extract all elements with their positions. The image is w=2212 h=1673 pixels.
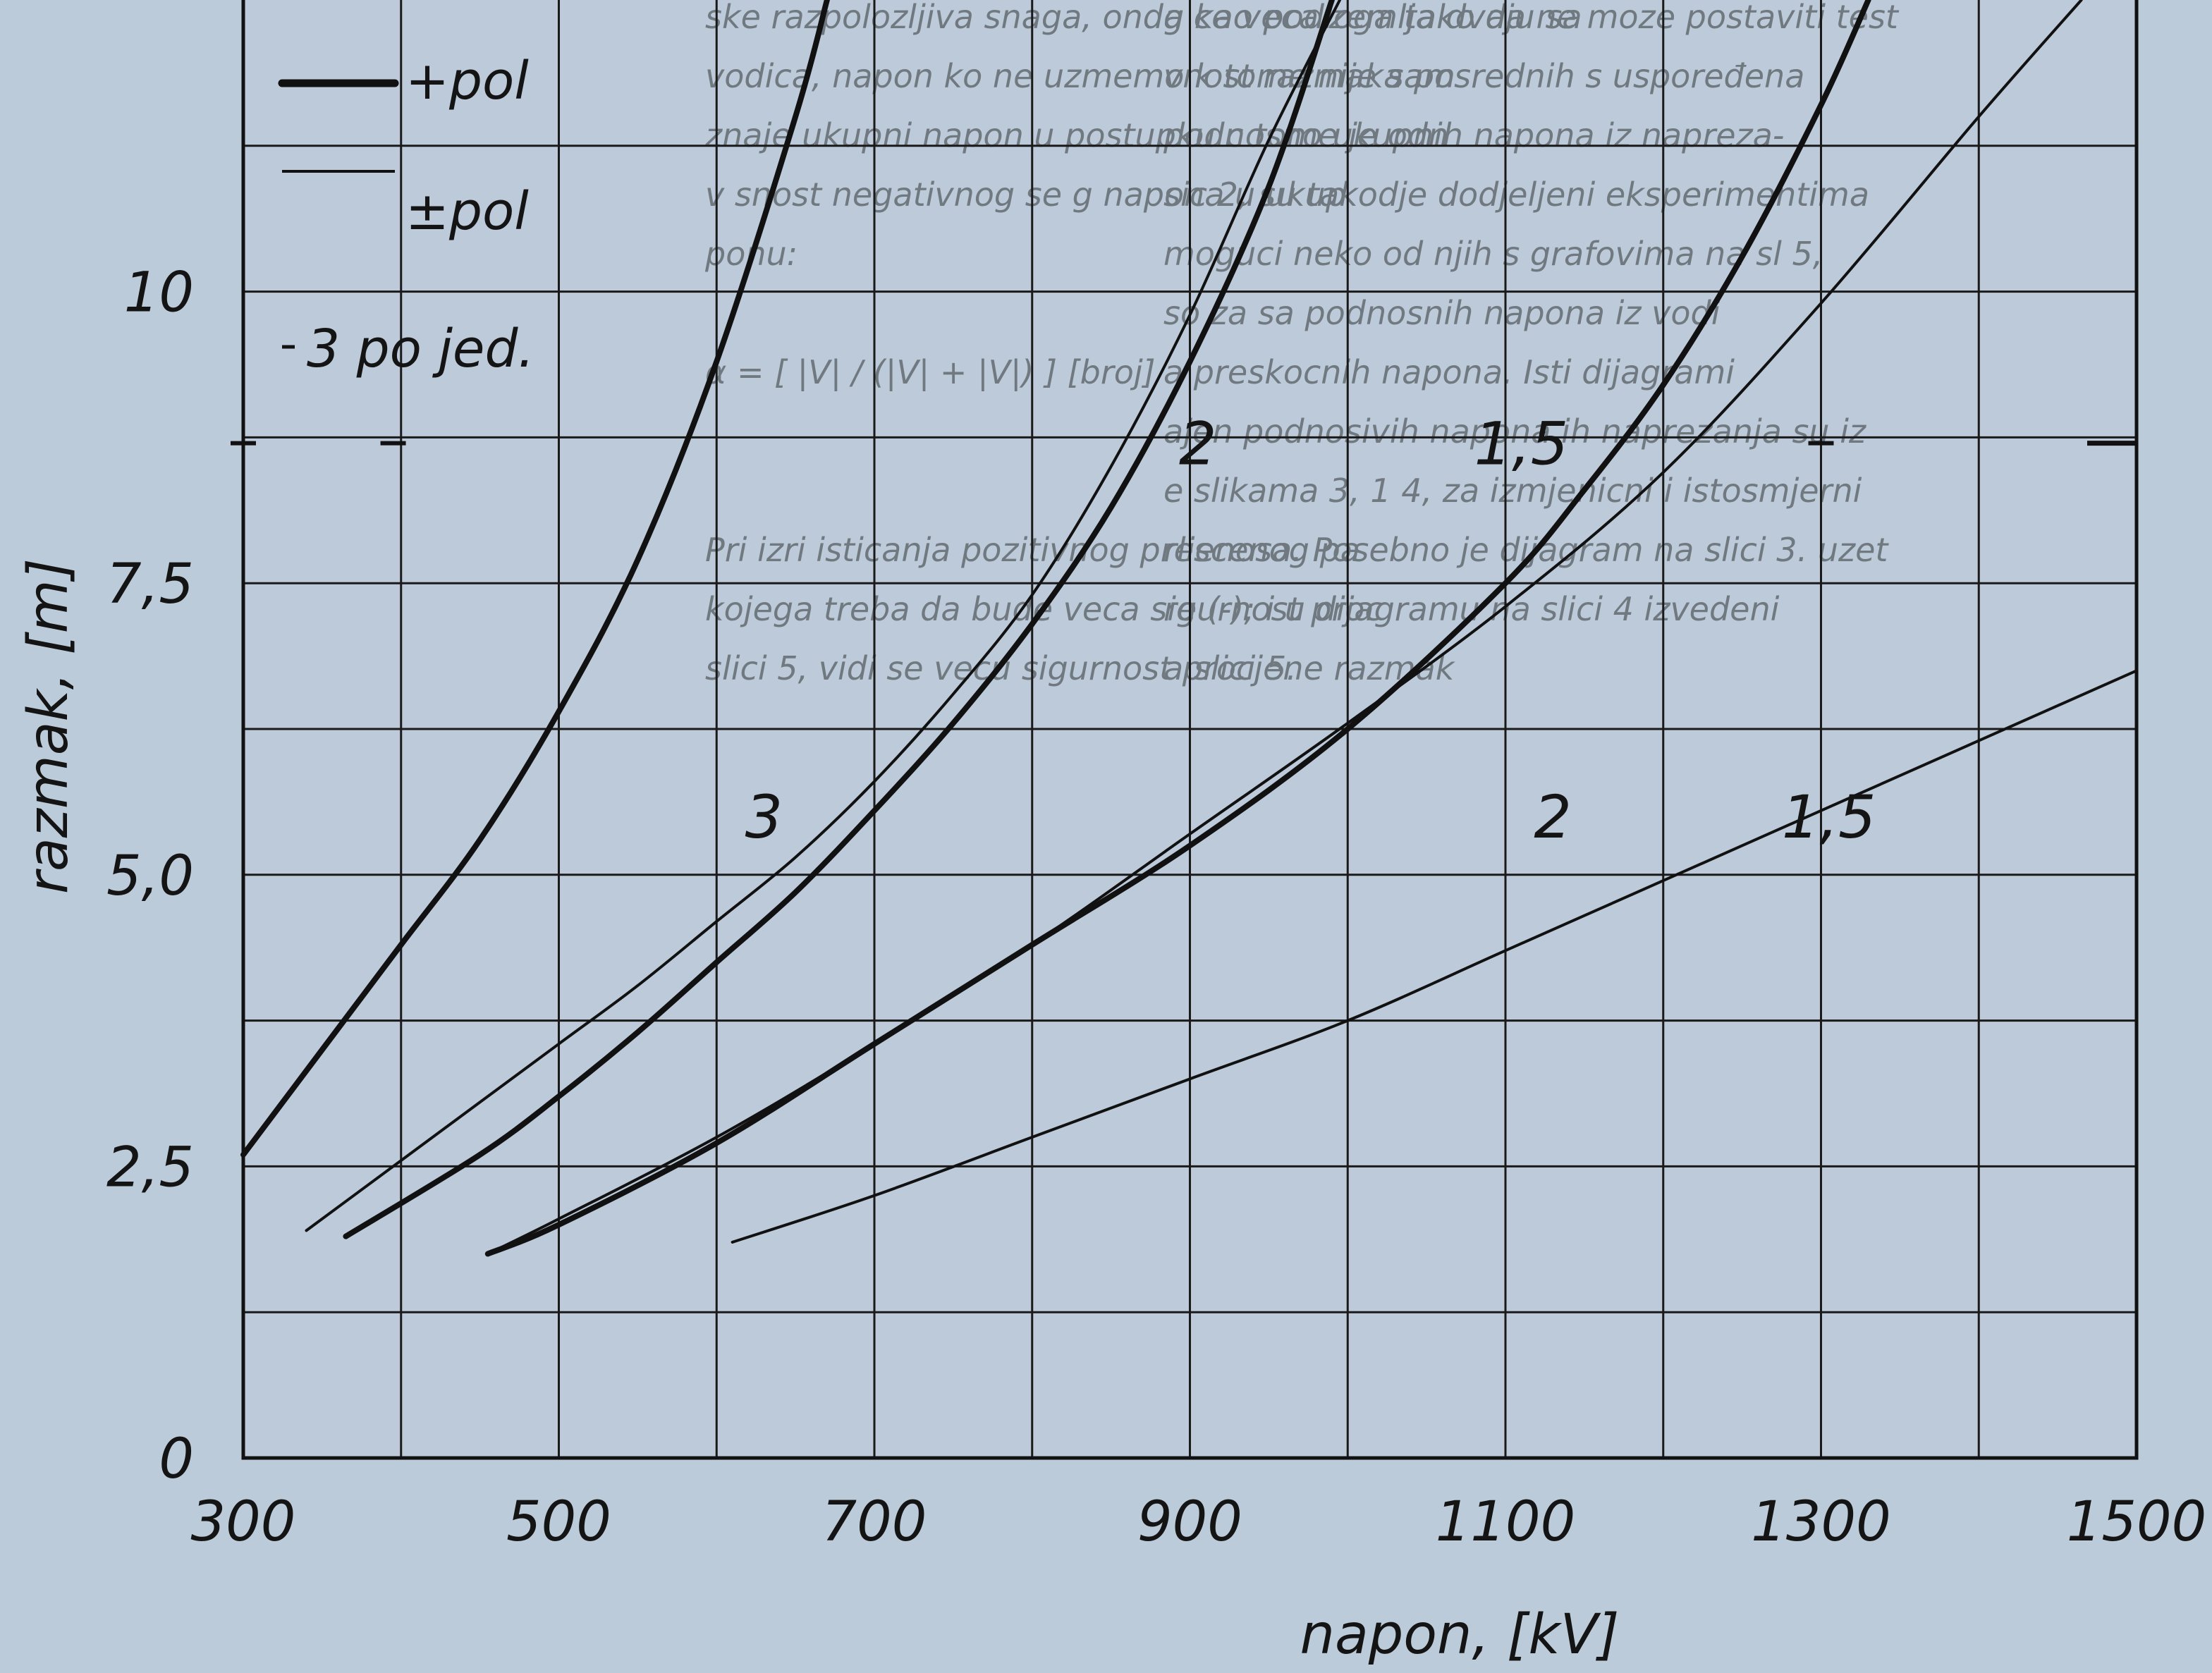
x-tick-label: 300 <box>191 1490 296 1554</box>
series-line-plus-4 <box>484 0 1871 1257</box>
legend-label-pm-pol: ±pol <box>405 181 529 242</box>
y-axis-label: razmak, [m] <box>17 558 80 894</box>
curve-label: 3 <box>745 783 783 852</box>
x-tick-label: 700 <box>822 1490 927 1554</box>
y-tick-labels: 0 2,5 5,0 7,5 10 <box>106 262 194 1491</box>
x-tick-label: 1500 <box>2067 1490 2207 1554</box>
curve-label: 2 <box>1179 410 1216 479</box>
x-tick-label: 1300 <box>1751 1490 1891 1554</box>
curve-label: 2 <box>1534 783 1571 852</box>
x-tick-label: 1100 <box>1436 1490 1576 1554</box>
y-tick-label: 7,5 <box>106 553 194 616</box>
legend: +pol ±pol 3 po jed. <box>278 51 534 379</box>
x-tick-labels: 300 500 700 900 1100 1300 1500 <box>191 1490 2207 1554</box>
x-axis-label: napon, [kV] <box>1300 1603 1620 1667</box>
series-line-pm-5 <box>731 669 2138 1244</box>
series-line-pm-1 <box>305 0 1342 1232</box>
series-line-pm-3 <box>486 0 2083 1256</box>
series-group <box>240 0 2138 1257</box>
y-tick-label: 10 <box>124 262 194 325</box>
y-tick-label: 5,0 <box>106 845 194 908</box>
series-line-plus-0 <box>240 0 830 1158</box>
series-line-plus-2 <box>343 0 1335 1239</box>
y-tick-label: 2,5 <box>106 1136 194 1199</box>
curve-labels: 3 2 1,5 2 1,5 <box>745 410 1876 852</box>
y-tick-label: 0 <box>159 1428 194 1491</box>
curve-label: 1,5 <box>1474 410 1569 479</box>
plot-frame <box>241 0 2139 1460</box>
x-tick-label: 500 <box>506 1490 611 1554</box>
x-tick-label: 900 <box>1137 1490 1242 1554</box>
legend-label-plus-pol: +pol <box>405 51 529 111</box>
legend-label-3-po-jed: 3 po jed. <box>307 319 534 379</box>
curve-label: 1,5 <box>1782 783 1876 852</box>
